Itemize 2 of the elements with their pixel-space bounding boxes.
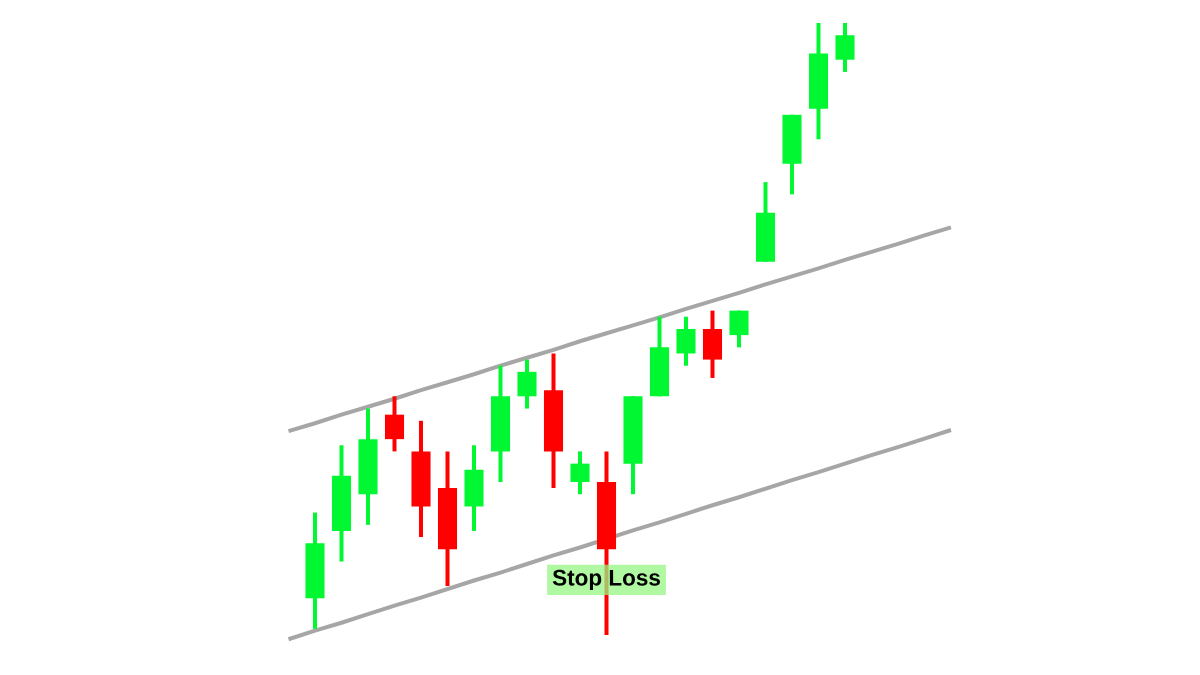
annotation: Stop Loss: [552, 569, 660, 591]
candlestick: [570, 451, 590, 495]
